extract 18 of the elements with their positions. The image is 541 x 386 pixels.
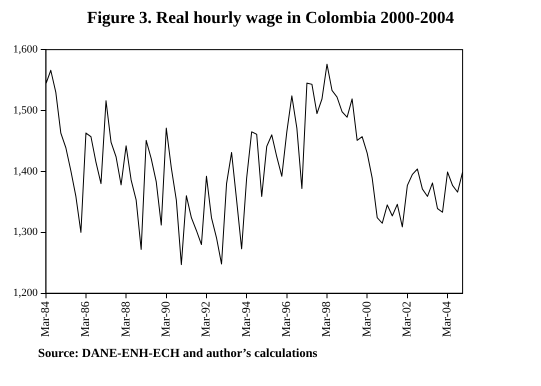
y-tick-label: 1,300 — [13, 226, 38, 238]
x-tick-label: Mar-84 — [38, 301, 52, 337]
y-tick-label: 1,200 — [13, 287, 38, 300]
y-tick-label: 1,500 — [13, 104, 38, 116]
x-tick-label: Mar-02 — [400, 301, 414, 337]
x-tick-label: Mar-94 — [238, 301, 253, 337]
x-tick-label: Mar-88 — [118, 301, 132, 337]
chart-title: Figure 3. Real hourly wage in Colombia 2000-2004 — [86, 8, 456, 28]
x-tick-label: Mar-90 — [158, 301, 172, 337]
source-note: Source: DANE-ENH-ECH and author’s calculations — [38, 346, 318, 361]
x-tick-label: Mar-04 — [440, 301, 454, 337]
x-tick-label: Mar-00 — [359, 301, 374, 337]
y-tick-label: 1,400 — [13, 165, 38, 178]
x-tick-label: Mar-96 — [278, 301, 293, 337]
y-tick-label: 1,600 — [13, 43, 38, 56]
x-tick-label: Mar-92 — [198, 301, 213, 337]
x-tick-label: Mar-86 — [78, 301, 92, 337]
x-tick-label: Mar-98 — [319, 301, 334, 337]
